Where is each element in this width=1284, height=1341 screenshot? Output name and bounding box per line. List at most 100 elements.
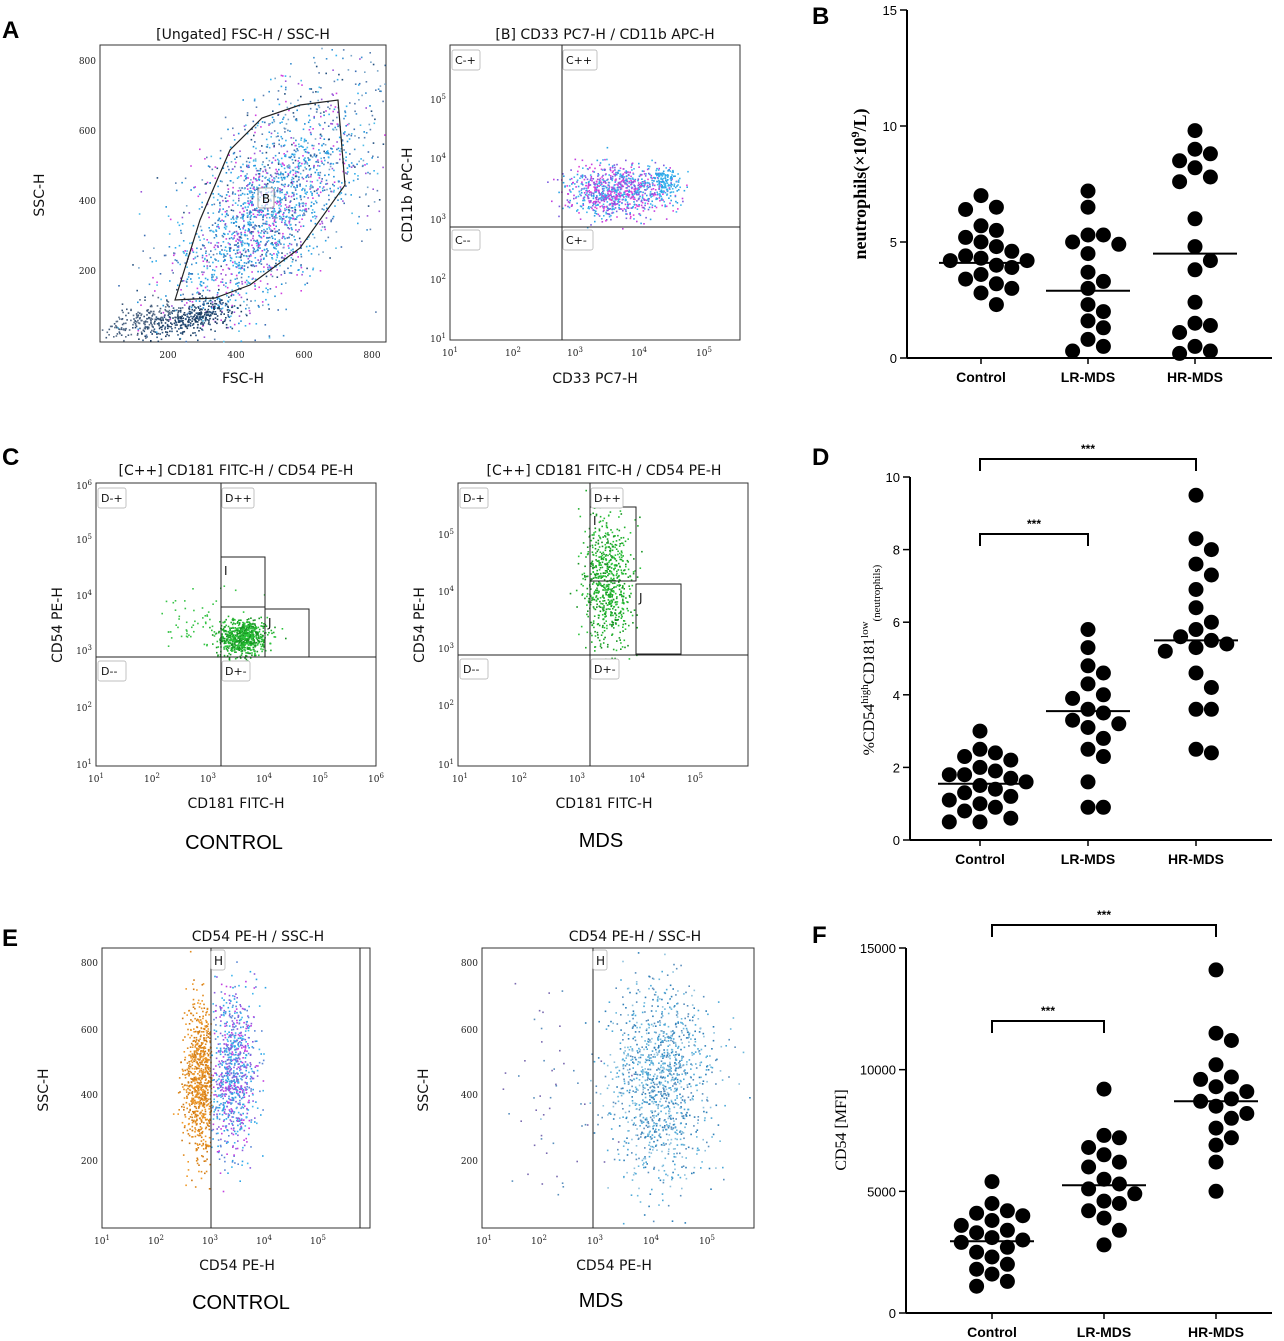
event-dot (309, 185, 312, 188)
event-dot (333, 108, 336, 111)
event-dot (587, 207, 589, 209)
event-dot (245, 658, 248, 661)
event-dot (186, 630, 188, 632)
event-dot (128, 329, 131, 331)
event-dot (280, 135, 282, 138)
event-dot (587, 197, 590, 200)
event-dot (284, 199, 287, 201)
event-dot (266, 216, 268, 219)
event-dot (350, 133, 353, 135)
event-dot (632, 214, 635, 216)
event-dot (651, 159, 653, 162)
event-dot (658, 175, 660, 178)
event-dot (122, 329, 125, 331)
event-dot (273, 145, 275, 147)
event-dot (365, 172, 367, 175)
event-dot (647, 197, 650, 200)
event-dot (254, 126, 257, 129)
event-dot (241, 627, 243, 630)
event-dot (603, 597, 605, 599)
event-dot (243, 254, 245, 257)
event-dot (206, 278, 209, 281)
event-dot (264, 170, 267, 172)
event-dot (253, 99, 256, 102)
event-dot (598, 178, 601, 181)
event-dot (309, 175, 312, 178)
event-dot (314, 222, 317, 225)
event-dot (278, 201, 280, 203)
event-dot (271, 242, 273, 244)
event-dot (313, 211, 316, 213)
event-dot (130, 333, 133, 336)
event-dot (278, 152, 280, 154)
event-dot (261, 225, 263, 227)
event-dot (345, 156, 347, 158)
event-dot (219, 220, 222, 222)
event-dot (622, 544, 625, 547)
event-dot (337, 125, 339, 128)
event-dot (203, 643, 206, 646)
event-dot (247, 618, 250, 620)
event-dot (221, 310, 223, 313)
event-dot (141, 333, 143, 335)
event-dot (258, 173, 261, 175)
event-dot (254, 114, 257, 117)
event-dot (275, 173, 278, 175)
event-dot (630, 179, 632, 182)
event-dot (601, 552, 603, 555)
event-dot (210, 229, 213, 232)
data-point (1095, 304, 1111, 320)
event-dot (214, 321, 217, 323)
event-dot (304, 189, 306, 192)
event-dot (283, 259, 286, 262)
event-dot (156, 317, 159, 320)
event-dot (101, 329, 104, 331)
event-dot (236, 634, 238, 636)
event-dot (234, 260, 236, 263)
event-dot (257, 270, 259, 273)
event-dot (607, 583, 610, 586)
event-dot (165, 318, 167, 321)
event-dot (282, 75, 284, 77)
event-dot (139, 317, 141, 319)
event-dot (225, 618, 227, 621)
event-dot (181, 300, 183, 303)
event-dot (314, 103, 316, 106)
event-dot (348, 133, 350, 136)
event-dot (345, 172, 347, 174)
event-dot (316, 245, 318, 248)
event-dot (223, 233, 226, 236)
event-dot (342, 200, 344, 202)
event-dot (234, 165, 236, 168)
event-dot (105, 336, 108, 339)
event-dot (264, 632, 267, 634)
event-dot (289, 156, 292, 159)
event-dot (647, 178, 649, 181)
event-dot (158, 322, 160, 324)
event-dot (252, 231, 255, 233)
event-dot (292, 112, 295, 114)
event-dot (223, 249, 226, 251)
event-dot (249, 642, 251, 645)
event-dot (266, 231, 269, 234)
event-dot (169, 218, 172, 221)
event-dot (625, 199, 627, 201)
event-dot (223, 313, 225, 315)
event-dot (223, 640, 226, 642)
event-dot (232, 294, 235, 296)
event-dot (225, 282, 227, 284)
event-dot (593, 534, 595, 536)
event-dot (267, 266, 269, 269)
event-dot (656, 198, 659, 200)
event-dot (206, 644, 208, 647)
event-dot (653, 184, 656, 187)
event-dot (211, 301, 214, 303)
event-dot (321, 144, 323, 147)
event-dot (169, 317, 172, 319)
event-dot (260, 648, 262, 650)
event-dot (624, 171, 626, 174)
event-dot (205, 191, 207, 194)
event-dot (222, 208, 224, 210)
x-tick: 106 (368, 772, 384, 785)
event-dot (149, 305, 152, 308)
